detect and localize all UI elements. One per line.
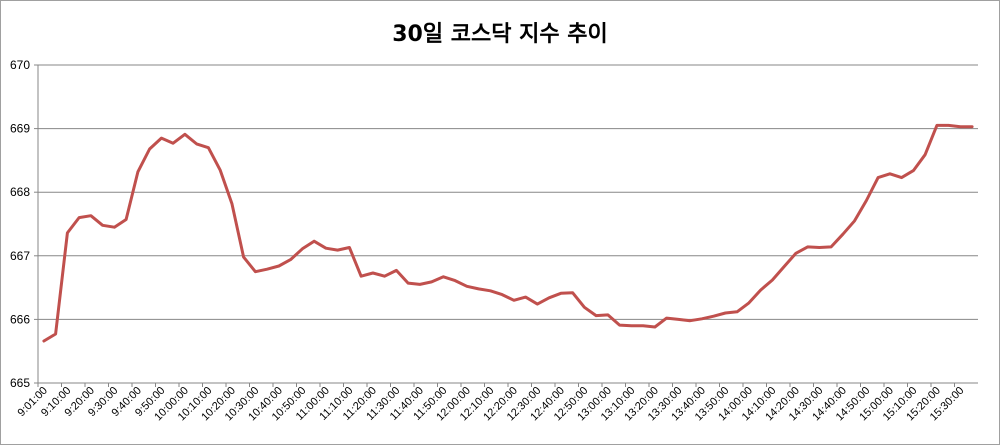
y-tick-label: 669 (10, 122, 30, 136)
y-tick-label: 667 (10, 249, 30, 263)
y-tick-label: 670 (10, 58, 30, 72)
chart-title: 30일 코스닥 지수 추이 (392, 22, 608, 47)
y-tick-label: 668 (10, 185, 30, 199)
series-layer (42, 123, 974, 343)
y-tick-label: 665 (10, 376, 30, 390)
axes (34, 64, 978, 387)
gridlines (38, 64, 978, 320)
x-tick-labels: 9:01:009:10:009:20:009:30:009:40:009:50:… (16, 385, 967, 424)
series-line (42, 123, 974, 343)
y-tick-label: 666 (10, 312, 30, 326)
y-tick-labels: 665 666 667 668 669 670 (10, 58, 30, 390)
